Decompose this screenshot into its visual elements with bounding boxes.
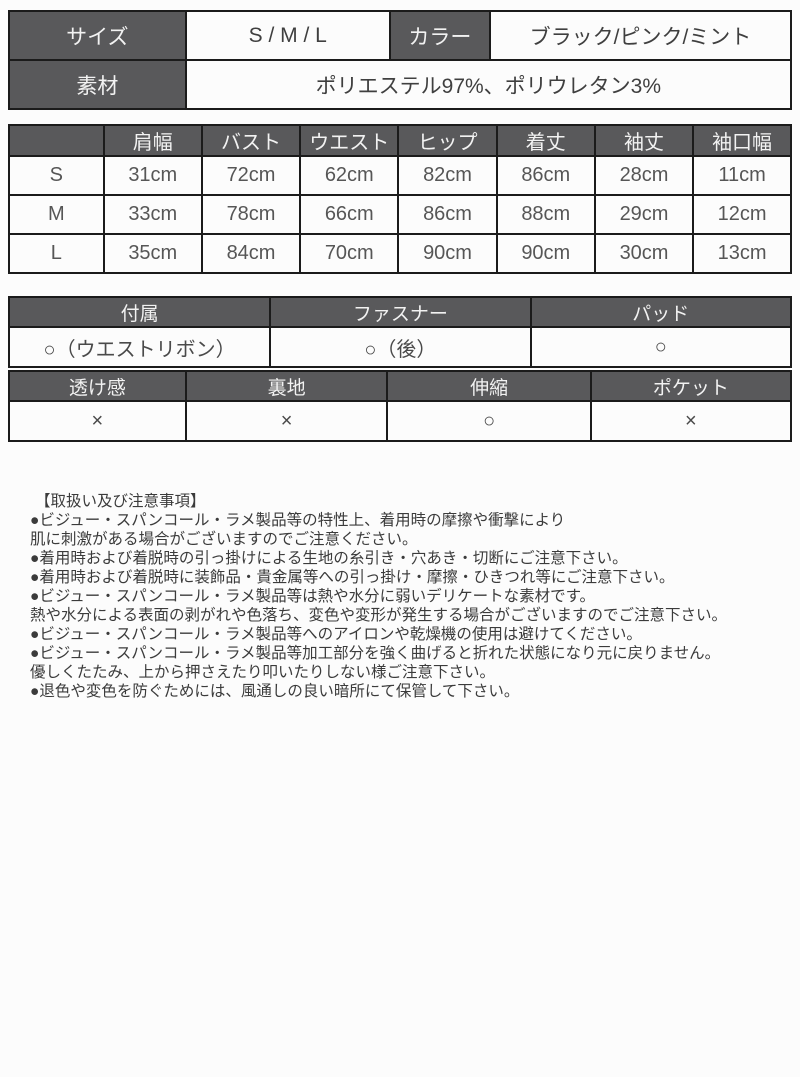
care-notes-title: 【取扱い及び注意事項】 bbox=[35, 493, 206, 510]
value-cell: 90cm bbox=[495, 233, 596, 274]
value-cell: 28cm bbox=[593, 155, 695, 196]
care-note-line: 肌に刺激がある場合がございますのでご注意ください。 bbox=[30, 531, 418, 548]
value-cell: 90cm bbox=[397, 233, 498, 274]
value-cell: 12cm bbox=[692, 194, 792, 235]
column-header-pad: パッド bbox=[529, 296, 793, 328]
pocket-value: × bbox=[589, 400, 793, 442]
column-header-lining: 裏地 bbox=[184, 370, 389, 402]
info-row-material: 素材 ポリエステル97%、ポリウレタン3% bbox=[8, 59, 793, 110]
info-table: サイズ S / M / L カラー ブラック/ピンク/ミント 素材 ポリエステル… bbox=[8, 10, 793, 110]
care-note-line: ●着用時および着脱時の引っ掛けによる生地の糸引き・穴あき・切断にご注意下さい。 bbox=[30, 550, 628, 567]
value-cell: 31cm bbox=[102, 155, 203, 196]
material-label: 素材 bbox=[8, 59, 187, 110]
table-row-size-l: L 35cm 84cm 70cm 90cm 90cm 30cm 13cm bbox=[8, 233, 792, 274]
care-note-line: ●ビジュー・スパンコール・ラメ製品等は熱や水分に弱いデリケートな素材です。 bbox=[30, 588, 596, 605]
row-label: M bbox=[8, 194, 105, 235]
size-value: S / M / L bbox=[184, 10, 391, 61]
property-value-row: × × ○ × bbox=[8, 400, 793, 442]
property-table: 透け感 裏地 伸縮 ポケット × × ○ × bbox=[8, 370, 793, 442]
column-header-accessory: 付属 bbox=[7, 296, 272, 328]
row-label: L bbox=[8, 233, 105, 274]
value-cell: 70cm bbox=[299, 233, 400, 274]
column-header-sheer: 透け感 bbox=[8, 370, 187, 402]
care-note-line: ●ビジュー・スパンコール・ラメ製品等へのアイロンや乾燥機の使用は避けてください。 bbox=[30, 626, 642, 643]
color-value: ブラック/ピンク/ミント bbox=[488, 10, 793, 61]
corner-cell bbox=[8, 124, 105, 157]
table-row-size-s: S 31cm 72cm 62cm 82cm 86cm 28cm 11cm bbox=[8, 155, 792, 196]
value-cell: 86cm bbox=[495, 155, 596, 196]
sheer-value: × bbox=[8, 400, 187, 442]
table-row-size-m: M 33cm 78cm 66cm 86cm 88cm 29cm 12cm bbox=[8, 194, 792, 235]
column-header-fastener: ファスナー bbox=[269, 296, 532, 328]
column-header-sleeve: 袖丈 bbox=[593, 124, 695, 157]
value-cell: 11cm bbox=[692, 155, 792, 196]
feature-value-row: ○（ウエストリボン） ○（後） ○ bbox=[7, 326, 793, 368]
care-note-line: ●ビジュー・スパンコール・ラメ製品等の特性上、着用時の摩擦や衝撃により bbox=[30, 512, 566, 529]
column-header-waist: ウエスト bbox=[299, 124, 400, 157]
measurement-table: 肩幅 バスト ウエスト ヒップ 着丈 袖丈 袖口幅 S 31cm 72cm 62… bbox=[8, 124, 792, 274]
property-header-row: 透け感 裏地 伸縮 ポケット bbox=[8, 370, 793, 402]
care-note-line: ●着用時および着脱時に装飾品・貴金属等への引っ掛け・摩擦・ひきつれ等にご注意下さ… bbox=[30, 569, 675, 586]
accessory-value: ○（ウエストリボン） bbox=[7, 326, 272, 368]
column-header-cuff: 袖口幅 bbox=[692, 124, 792, 157]
column-header-bust: バスト bbox=[200, 124, 302, 157]
color-label: カラー bbox=[388, 10, 491, 61]
care-note-line: ●ビジュー・スパンコール・ラメ製品等加工部分を強く曲げると折れた状態になり元に戻… bbox=[30, 645, 721, 662]
feature-header-row: 付属 ファスナー パッド bbox=[7, 296, 793, 328]
measurement-header-row: 肩幅 バスト ウエスト ヒップ 着丈 袖丈 袖口幅 bbox=[8, 124, 792, 157]
care-note-line: 熱や水分による表面の剥がれや色落ち、変色や変形が発生する場合がございますのでご注… bbox=[30, 607, 728, 624]
value-cell: 78cm bbox=[200, 194, 302, 235]
spec-sheet: サイズ S / M / L カラー ブラック/ピンク/ミント 素材 ポリエステル… bbox=[7, 10, 793, 701]
feature-table: 付属 ファスナー パッド ○（ウエストリボン） ○（後） ○ bbox=[7, 296, 793, 368]
column-header-pocket: ポケット bbox=[589, 370, 793, 402]
care-note-line: 優しくたたみ、上から押さえたり叩いたりしない様ご注意下さい。 bbox=[30, 664, 496, 681]
column-header-hip: ヒップ bbox=[397, 124, 498, 157]
value-cell: 72cm bbox=[200, 155, 302, 196]
value-cell: 62cm bbox=[299, 155, 400, 196]
value-cell: 13cm bbox=[692, 233, 792, 274]
value-cell: 88cm bbox=[495, 194, 596, 235]
value-cell: 30cm bbox=[593, 233, 695, 274]
column-header-length: 着丈 bbox=[495, 124, 596, 157]
row-label: S bbox=[8, 155, 105, 196]
info-row-size-color: サイズ S / M / L カラー ブラック/ピンク/ミント bbox=[8, 10, 793, 61]
size-label: サイズ bbox=[8, 10, 187, 61]
value-cell: 66cm bbox=[299, 194, 400, 235]
fastener-value: ○（後） bbox=[269, 326, 532, 368]
value-cell: 86cm bbox=[397, 194, 498, 235]
stretch-value: ○ bbox=[386, 400, 592, 442]
lining-value: × bbox=[184, 400, 389, 442]
care-notes: 【取扱い及び注意事項】 ●ビジュー・スパンコール・ラメ製品等の特性上、着用時の摩… bbox=[30, 492, 772, 701]
value-cell: 82cm bbox=[397, 155, 498, 196]
value-cell: 35cm bbox=[102, 233, 203, 274]
value-cell: 33cm bbox=[102, 194, 203, 235]
care-note-line: ●退色や変色を防ぐためには、風通しの良い暗所にて保管して下さい。 bbox=[30, 683, 520, 700]
material-value: ポリエステル97%、ポリウレタン3% bbox=[184, 59, 793, 110]
value-cell: 29cm bbox=[593, 194, 695, 235]
pad-value: ○ bbox=[529, 326, 793, 368]
column-header-stretch: 伸縮 bbox=[386, 370, 592, 402]
column-header-shoulder: 肩幅 bbox=[102, 124, 203, 157]
value-cell: 84cm bbox=[200, 233, 302, 274]
